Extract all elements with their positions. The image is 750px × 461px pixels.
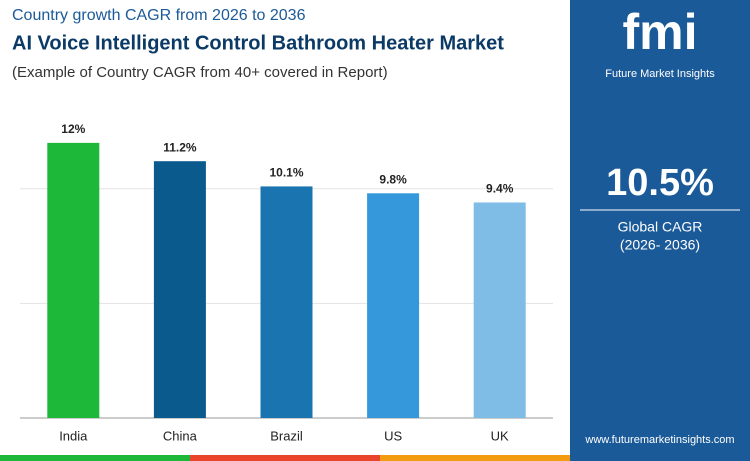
- value-label: 10.1%: [269, 166, 303, 180]
- bar: [47, 142, 100, 418]
- global-label: Global CAGR: [618, 219, 703, 235]
- footer-strip: [190, 455, 380, 461]
- website: www.futuremarketinsights.com: [584, 434, 734, 446]
- x-tick-label: India: [59, 428, 88, 443]
- global-period: (2026- 2036): [620, 237, 700, 253]
- footer-strip: [570, 455, 750, 461]
- x-tick-label: China: [163, 428, 198, 443]
- x-tick-label: US: [384, 428, 402, 443]
- x-tick-label: Brazil: [270, 428, 303, 443]
- chart-note: (Example of Country CAGR from 40+ covere…: [12, 64, 388, 81]
- footer-strip: [0, 455, 190, 461]
- value-label: 9.4%: [486, 182, 514, 196]
- bar: [153, 161, 206, 418]
- footer-strip: [380, 455, 570, 461]
- side-panel: [570, 0, 750, 461]
- logo: fmi: [623, 4, 698, 60]
- x-tick-label: UK: [491, 428, 509, 443]
- bar: [367, 193, 420, 418]
- bar: [473, 202, 526, 418]
- chart-title: AI Voice Intelligent Control Bathroom He…: [12, 32, 504, 54]
- global-value: 10.5%: [606, 162, 714, 204]
- value-label: 11.2%: [163, 140, 197, 154]
- brand: Future Market Insights: [605, 68, 715, 80]
- value-label: 9.8%: [379, 172, 407, 186]
- chart-subtitle: Country growth CAGR from 2026 to 2036: [12, 7, 306, 24]
- value-label: 12%: [61, 122, 85, 136]
- bar: [260, 186, 313, 418]
